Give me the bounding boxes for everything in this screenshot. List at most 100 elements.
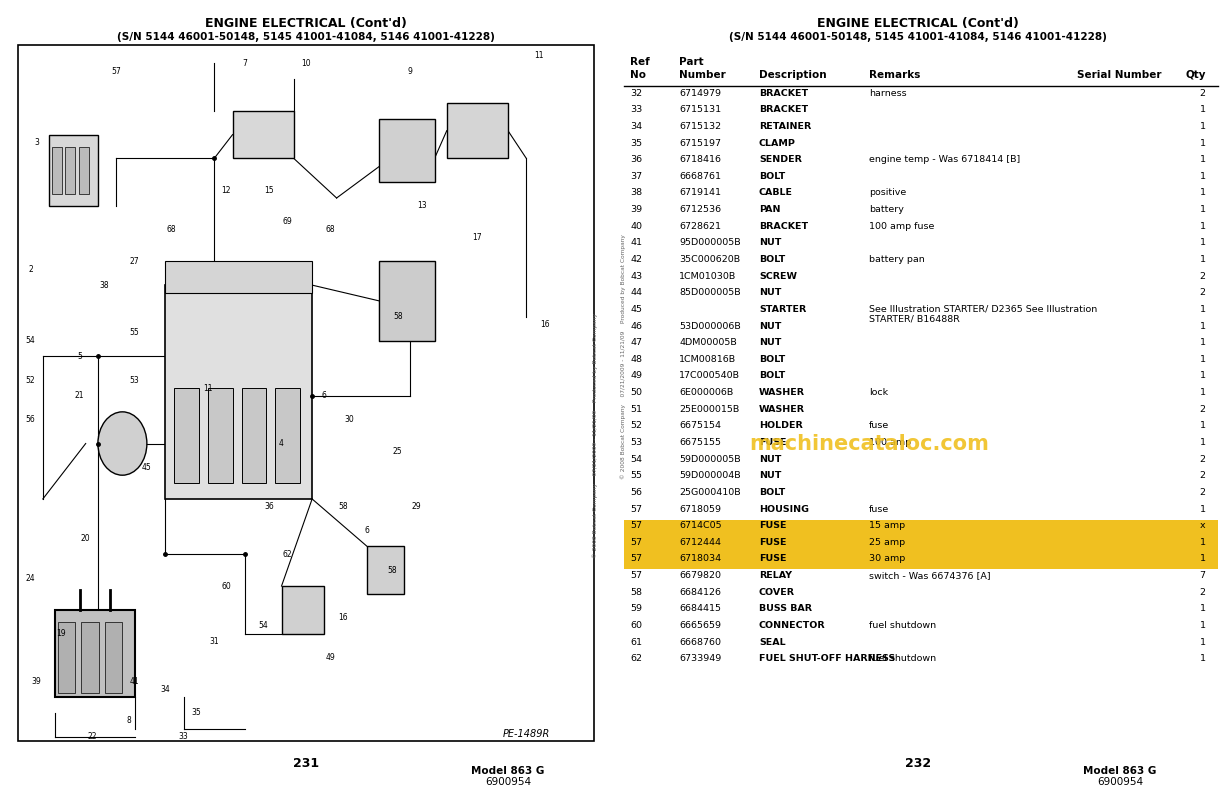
Text: See Illustration STARTER/ D2365 See Illustration: See Illustration STARTER/ D2365 See Illu… [869, 305, 1097, 314]
Text: PAN: PAN [759, 205, 781, 214]
Text: 56: 56 [26, 415, 35, 425]
Text: Serial Number: Serial Number [1077, 70, 1162, 81]
Text: 6E000006B: 6E000006B [679, 388, 733, 397]
Text: 30: 30 [344, 415, 354, 425]
Text: 57: 57 [111, 67, 121, 76]
Text: 32: 32 [630, 89, 643, 97]
Text: 35: 35 [630, 139, 643, 147]
Text: 4DM00005B: 4DM00005B [679, 338, 737, 347]
Text: PE-1489R: PE-1489R [503, 729, 550, 739]
Text: FUSE: FUSE [759, 438, 786, 447]
Text: 6675155: 6675155 [679, 438, 721, 447]
Text: 53: 53 [630, 438, 643, 447]
Text: switch - Was 6674376 [A]: switch - Was 6674376 [A] [869, 571, 990, 580]
Bar [624, 520, 1218, 536]
Text: 1: 1 [1200, 421, 1206, 430]
Text: CONNECTOR: CONNECTOR [759, 621, 825, 630]
Text: 6665659: 6665659 [679, 621, 721, 630]
Text: 51: 51 [630, 405, 643, 413]
Text: 54: 54 [26, 336, 35, 345]
Text: BOLT: BOLT [759, 172, 785, 181]
Text: Number: Number [679, 70, 726, 81]
Text: 25E000015B: 25E000015B [679, 405, 739, 413]
Text: 19: 19 [56, 629, 66, 638]
Text: 59D000005B: 59D000005B [679, 455, 741, 463]
Text: Qty: Qty [1185, 70, 1206, 81]
Text: 36: 36 [630, 155, 643, 164]
Text: NUT: NUT [759, 455, 781, 463]
Bar [49, 135, 98, 206]
Text: 6715132: 6715132 [679, 122, 721, 131]
Text: 2: 2 [1200, 89, 1206, 97]
Text: 35: 35 [191, 708, 201, 718]
Text: 45: 45 [630, 305, 643, 314]
Text: fuse: fuse [869, 421, 890, 430]
Text: 6668761: 6668761 [679, 172, 721, 181]
Text: Remarks: Remarks [869, 70, 920, 81]
Text: 232: 232 [905, 757, 931, 770]
Text: 57: 57 [630, 554, 643, 563]
Text: 6718034: 6718034 [679, 554, 721, 563]
Text: 54: 54 [630, 455, 643, 463]
Text: 31: 31 [209, 637, 219, 646]
Bar [104, 622, 121, 693]
Text: 4: 4 [279, 439, 284, 448]
Text: 57: 57 [630, 521, 643, 530]
Text: 42: 42 [630, 255, 643, 264]
Text: 17: 17 [472, 233, 482, 242]
Text: positive: positive [869, 188, 906, 197]
Bar [18, 45, 594, 741]
Text: 50: 50 [630, 388, 643, 397]
Text: 49: 49 [630, 371, 643, 380]
Text: 13: 13 [417, 201, 427, 211]
Bar [379, 119, 435, 182]
Text: 36: 36 [264, 502, 274, 512]
Text: 11: 11 [534, 51, 543, 60]
Text: 6684415: 6684415 [679, 604, 721, 613]
Text: 58: 58 [630, 588, 643, 596]
Text: ENGINE ELECTRICAL (Cont'd): ENGINE ELECTRICAL (Cont'd) [818, 17, 1018, 30]
Text: 16: 16 [540, 320, 550, 329]
Text: 55: 55 [130, 328, 140, 337]
Text: 1CM01030B: 1CM01030B [679, 272, 737, 280]
Text: 6718416: 6718416 [679, 155, 721, 164]
Text: WASHER: WASHER [759, 388, 805, 397]
Ellipse shape [98, 412, 147, 475]
Text: FUSE: FUSE [759, 554, 786, 563]
Text: 52: 52 [26, 375, 35, 385]
Text: 6668760: 6668760 [679, 638, 721, 646]
Text: 61: 61 [630, 638, 643, 646]
Text: 6712444: 6712444 [679, 538, 721, 546]
Text: (S/N 5144 46001-50148, 5145 41001-41084, 5146 41001-41228): (S/N 5144 46001-50148, 5145 41001-41084,… [118, 32, 494, 42]
Text: 44: 44 [630, 288, 643, 297]
Text: 85D000005B: 85D000005B [679, 288, 741, 297]
Text: 6715197: 6715197 [679, 139, 721, 147]
Text: NUT: NUT [759, 471, 781, 480]
Text: NUT: NUT [759, 238, 781, 247]
Text: FUSE: FUSE [759, 538, 786, 546]
Bar [241, 388, 266, 483]
Text: BOLT: BOLT [759, 488, 785, 497]
Text: (S/N 5144 46001-50148, 5145 41001-41084, 5146 41001-41228): (S/N 5144 46001-50148, 5145 41001-41084,… [730, 32, 1106, 42]
Text: 1: 1 [1200, 554, 1206, 563]
Bar [624, 536, 1218, 553]
Text: 1: 1 [1200, 322, 1206, 330]
Text: 55: 55 [630, 471, 643, 480]
Text: 10: 10 [301, 59, 311, 68]
Text: harness: harness [869, 89, 907, 97]
Text: 33: 33 [630, 105, 643, 114]
Text: 7: 7 [242, 59, 247, 68]
Text: BOLT: BOLT [759, 255, 785, 264]
Bar [447, 103, 508, 158]
Text: 33: 33 [179, 732, 188, 741]
Text: 100 amp: 100 amp [869, 438, 911, 447]
Text: 57: 57 [630, 505, 643, 513]
Text: 6: 6 [322, 391, 327, 401]
Text: 59D000004B: 59D000004B [679, 471, 741, 480]
Bar [282, 586, 324, 634]
Text: 2: 2 [1200, 471, 1206, 480]
Text: FUEL SHUT-OFF HARNESS: FUEL SHUT-OFF HARNESS [759, 654, 895, 663]
Bar [55, 610, 135, 697]
Text: Model 863 G: Model 863 G [1083, 767, 1157, 776]
Text: 1CM00816B: 1CM00816B [679, 355, 737, 364]
